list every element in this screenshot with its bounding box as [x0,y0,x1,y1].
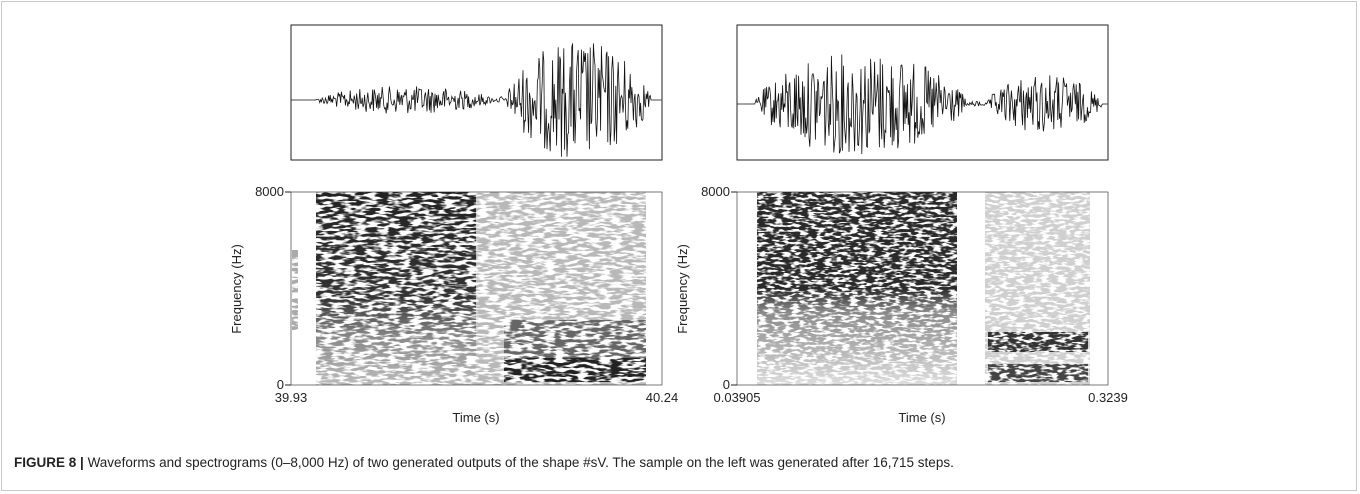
figure: 8000 0 Frequency (Hz) 39.93 40.24 Time (… [229,24,1128,425]
waveform-box [736,24,1109,161]
waveform-box [290,24,663,161]
y-axis-label: Frequency (Hz) [229,244,244,334]
spectrogram [737,192,1108,385]
spectrogram [291,192,662,385]
spectrogram-box [290,191,663,386]
y-axis-label: Frequency (Hz) [675,244,690,334]
waveform [737,54,1108,155]
caption: FIGURE 8 | Waveforms and spectrograms (0… [14,455,954,470]
y-tick-label: 0 [723,377,730,392]
waveform [291,43,662,157]
x-axis-label: Time (s) [898,410,945,425]
spectrogram-texture [737,192,1108,385]
caption-label: FIGURE 8 | [14,455,84,470]
y-tick-label: 0 [277,377,284,392]
x-tick-label: 0.3239 [1088,390,1128,405]
spectrogram-box [736,191,1109,386]
y-tick-label: 8000 [255,184,284,199]
spectrogram-texture [291,192,662,385]
x-tick-label: 40.24 [646,390,679,405]
y-tick-label: 8000 [701,184,730,199]
x-axis-label: Time (s) [452,410,499,425]
caption-text: Waveforms and spectrograms (0–8,000 Hz) … [87,455,954,470]
x-tick-label: 0.03905 [714,390,761,405]
x-tick-label: 39.93 [275,390,308,405]
